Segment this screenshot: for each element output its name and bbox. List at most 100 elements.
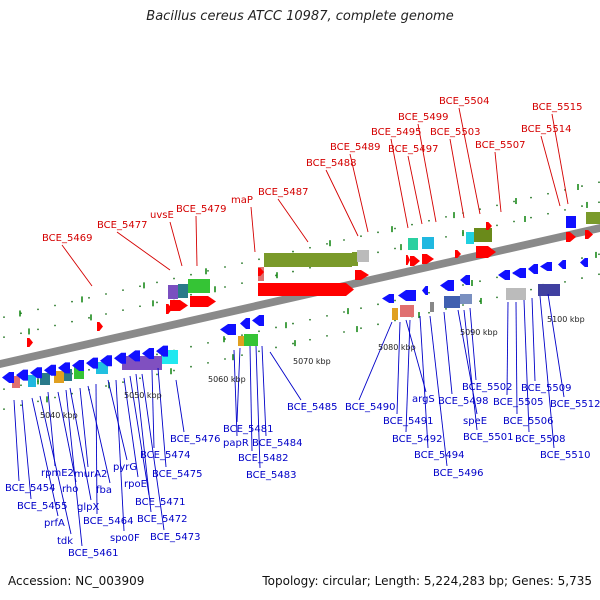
strand-dot xyxy=(88,296,90,299)
bottom-gene-label: tdk xyxy=(57,536,73,547)
reverse-gene-arrow xyxy=(252,315,264,326)
strand-dot xyxy=(462,284,464,286)
reverse-gene-arrow xyxy=(44,364,56,376)
strand-dot xyxy=(309,318,311,321)
bottom-label-leader xyxy=(269,351,302,401)
strand-dot xyxy=(37,308,39,311)
forward-gene-arrow xyxy=(97,322,103,331)
top-label-leader xyxy=(449,138,465,219)
strand-dot xyxy=(377,303,379,306)
domain-block xyxy=(54,371,64,383)
scale-label: 5060 kbp xyxy=(208,375,246,384)
strand-dot xyxy=(309,338,311,341)
bottom-label-leader xyxy=(255,345,261,469)
bottom-gene-label: murA2 xyxy=(74,469,107,480)
strand-dot xyxy=(156,373,158,376)
strand-dot xyxy=(207,269,209,272)
bottom-label-leader xyxy=(39,395,72,535)
bottom-label-leader xyxy=(31,397,59,517)
bottom-gene-label: BCE_5474 xyxy=(140,450,190,461)
domain-block xyxy=(244,334,258,346)
strand-dot xyxy=(530,216,532,219)
reverse-gene-arrow xyxy=(58,362,70,374)
strand-dot xyxy=(173,277,175,280)
bottom-label-leader xyxy=(236,347,241,423)
scale-label: 5040 kbp xyxy=(40,411,78,420)
bottom-label-leader xyxy=(506,301,509,396)
top-gene-label: BCE_5495 xyxy=(371,127,421,138)
bottom-gene-label: speE xyxy=(463,416,487,427)
strand-dot xyxy=(20,404,22,407)
strand-dot xyxy=(139,377,141,380)
bottom-gene-label: glpX xyxy=(77,502,99,513)
bottom-gene-label: BCE_5501 xyxy=(463,432,513,443)
strand-dot xyxy=(564,281,566,283)
strand-dot xyxy=(139,285,141,288)
bottom-gene-label: pyrG xyxy=(113,462,137,473)
bottom-gene-label: BCE_5475 xyxy=(152,469,202,480)
bottom-label-leader xyxy=(141,373,165,531)
strand-dot xyxy=(37,400,39,403)
top-label-leader xyxy=(61,244,93,287)
strand-dot xyxy=(241,282,243,285)
top-gene-label: uvsE xyxy=(150,210,174,221)
reverse-gene-arrow xyxy=(72,360,84,371)
strand-dot xyxy=(581,185,583,187)
bottom-label-leader xyxy=(515,301,518,415)
top-gene-label: BCE_5479 xyxy=(176,204,226,215)
bottom-label-leader xyxy=(57,391,77,483)
bottom-gene-label: BCE_5483 xyxy=(246,470,296,481)
strand-dot xyxy=(190,345,192,348)
strand-dot xyxy=(598,201,600,204)
bottom-label-leader xyxy=(523,299,530,433)
bottom-gene-label: rpoE xyxy=(124,479,147,490)
strand-dot xyxy=(598,273,600,276)
forward-gene-arrow xyxy=(166,304,172,314)
scale-label: 5100 kbp xyxy=(547,315,585,324)
bottom-gene-label: BCE_5471 xyxy=(135,497,185,508)
bottom-gene-label: BCE_5509 xyxy=(521,383,571,394)
bottom-label-leader xyxy=(21,399,32,500)
top-gene-label: BCE_5499 xyxy=(398,112,448,123)
bottom-label-leader xyxy=(87,385,111,484)
strand-dot xyxy=(343,311,345,313)
strand-dot xyxy=(547,212,549,215)
strand-dot xyxy=(530,196,532,199)
bottom-gene-label: papR xyxy=(223,438,249,449)
strand-dot xyxy=(445,308,447,310)
bottom-label-leader xyxy=(261,345,267,437)
reverse-gene-arrow xyxy=(580,258,588,267)
map-title: Bacillus cereus ATCC 10987, complete gen… xyxy=(146,9,454,24)
top-gene-label: maP xyxy=(231,195,253,206)
domain-block xyxy=(12,376,20,388)
top-gene-label: BCE_5477 xyxy=(97,220,147,231)
bottom-label-leader xyxy=(469,307,477,381)
bottom-label-leader xyxy=(157,367,167,468)
reverse-gene-arrow xyxy=(220,324,236,335)
bottom-gene-label: BCE_5473 xyxy=(150,532,200,543)
forward-gene-arrow xyxy=(190,296,216,307)
bottom-gene-label: BCE_5492 xyxy=(392,434,442,445)
top-gene-label: BCE_5487 xyxy=(258,187,308,198)
bottom-label-leader xyxy=(531,297,536,382)
domain-block xyxy=(586,212,600,224)
strand-dot xyxy=(20,384,22,387)
strand-dot xyxy=(394,247,396,250)
strand-dot xyxy=(190,273,192,276)
forward-gene-arrow xyxy=(258,268,264,276)
strand-dot xyxy=(105,293,107,295)
strand-dot xyxy=(190,293,192,296)
strand-dot xyxy=(394,299,396,302)
bottom-label-leader xyxy=(129,375,150,496)
forward-gene-arrow xyxy=(406,255,410,265)
reverse-gene-arrow xyxy=(30,367,42,379)
bottom-gene-label: BCE_5472 xyxy=(137,514,187,525)
strand-dot xyxy=(275,326,277,329)
strand-dot xyxy=(513,200,515,203)
bottom-gene-label: BCE_5482 xyxy=(238,453,288,464)
bottom-gene-label: spo0F xyxy=(110,533,140,544)
domain-block xyxy=(506,288,526,300)
top-label-leader xyxy=(116,231,171,271)
strand-dot xyxy=(479,280,481,283)
forward-gene-arrow xyxy=(170,300,188,311)
